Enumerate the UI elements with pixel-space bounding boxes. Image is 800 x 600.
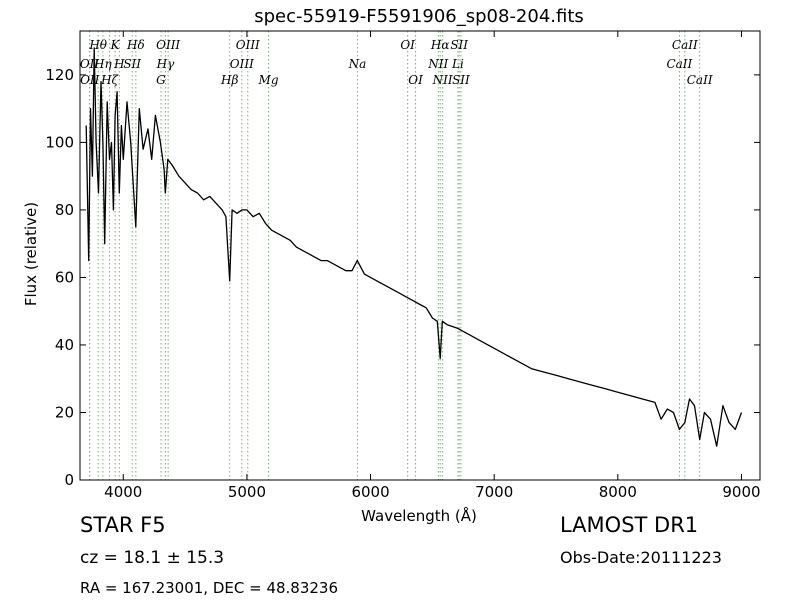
line-marker-layer	[89, 31, 701, 480]
spectral-line-label: OI	[408, 73, 423, 87]
x-tick-label: 5000	[228, 483, 266, 501]
obs-date-label: Obs-Date:20111223	[560, 548, 722, 567]
x-tick-label: 9000	[722, 483, 760, 501]
y-axis-label: Flux (relative)	[22, 202, 40, 306]
spectral-line-label: Hα	[430, 38, 450, 52]
spectral-line-label: SII	[452, 73, 470, 87]
tick-layer: 4000 5000 6000 7000 8000 9000 0 20 40 60 80 100 120	[45, 31, 761, 501]
spectral-line-label: CaII	[687, 73, 713, 87]
x-tick-label: 8000	[599, 483, 637, 501]
spectral-line-label: SII	[450, 38, 468, 52]
spectral-line-label: CaII	[666, 57, 692, 71]
x-axis-label: Wavelength (Å)	[361, 506, 477, 525]
spectral-line-label: Mg	[258, 73, 279, 87]
spectral-line-label: OII	[80, 57, 100, 71]
spectral-line-label: Li	[451, 57, 464, 71]
y-tick-label: 120	[45, 66, 74, 84]
spectral-line-label: OI	[400, 38, 415, 52]
spectral-line-label: Na	[348, 57, 367, 71]
spectral-line-label: Hη	[93, 57, 112, 71]
spectral-line-label: Hγ	[156, 57, 175, 71]
x-tick-label: 7000	[475, 483, 513, 501]
y-tick-label: 100	[45, 133, 74, 151]
y-tick-label: 20	[55, 403, 74, 421]
spectral-line-label: OIII	[230, 57, 254, 71]
y-tick-label: 40	[55, 336, 74, 354]
spectral-line-label: NII	[427, 57, 448, 71]
survey-label: LAMOST DR1	[560, 513, 699, 537]
x-tick-label: 4000	[104, 483, 142, 501]
y-tick-label: 0	[64, 471, 74, 489]
spectral-line-label: G	[156, 73, 166, 87]
spectral-line-label: Hβ	[220, 73, 238, 87]
y-tick-label: 60	[55, 268, 74, 286]
object-class-label: STAR F5	[80, 513, 166, 537]
spectral-line-label: OIII	[236, 38, 260, 52]
series-layer	[85, 47, 743, 447]
spectral-line-label: OII	[80, 73, 100, 87]
spectral-line-label: Hζ	[100, 73, 119, 87]
spectrum-line	[85, 47, 743, 447]
spectral-line-label: Hδ	[126, 38, 145, 52]
spectral-line-label: CaII	[672, 38, 698, 52]
spectral-line-label: K	[110, 38, 121, 52]
y-tick-label: 80	[55, 201, 74, 219]
spectral-line-label: SII	[123, 57, 141, 71]
plot-frame	[79, 30, 761, 481]
spectral-line-label: H	[113, 57, 125, 71]
chart-title: spec-55919-F5591906_sp08-204.fits	[254, 6, 584, 27]
spectral-line-label: Hθ	[88, 38, 107, 52]
spectral-line-label: NII	[432, 73, 453, 87]
spectral-line-label: OIII	[156, 38, 180, 52]
redshift-label: cz = 18.1 ± 15.3	[80, 548, 225, 568]
coordinates-label: RA = 167.23001, DEC = 48.83236	[80, 579, 339, 597]
x-tick-label: 6000	[351, 483, 389, 501]
